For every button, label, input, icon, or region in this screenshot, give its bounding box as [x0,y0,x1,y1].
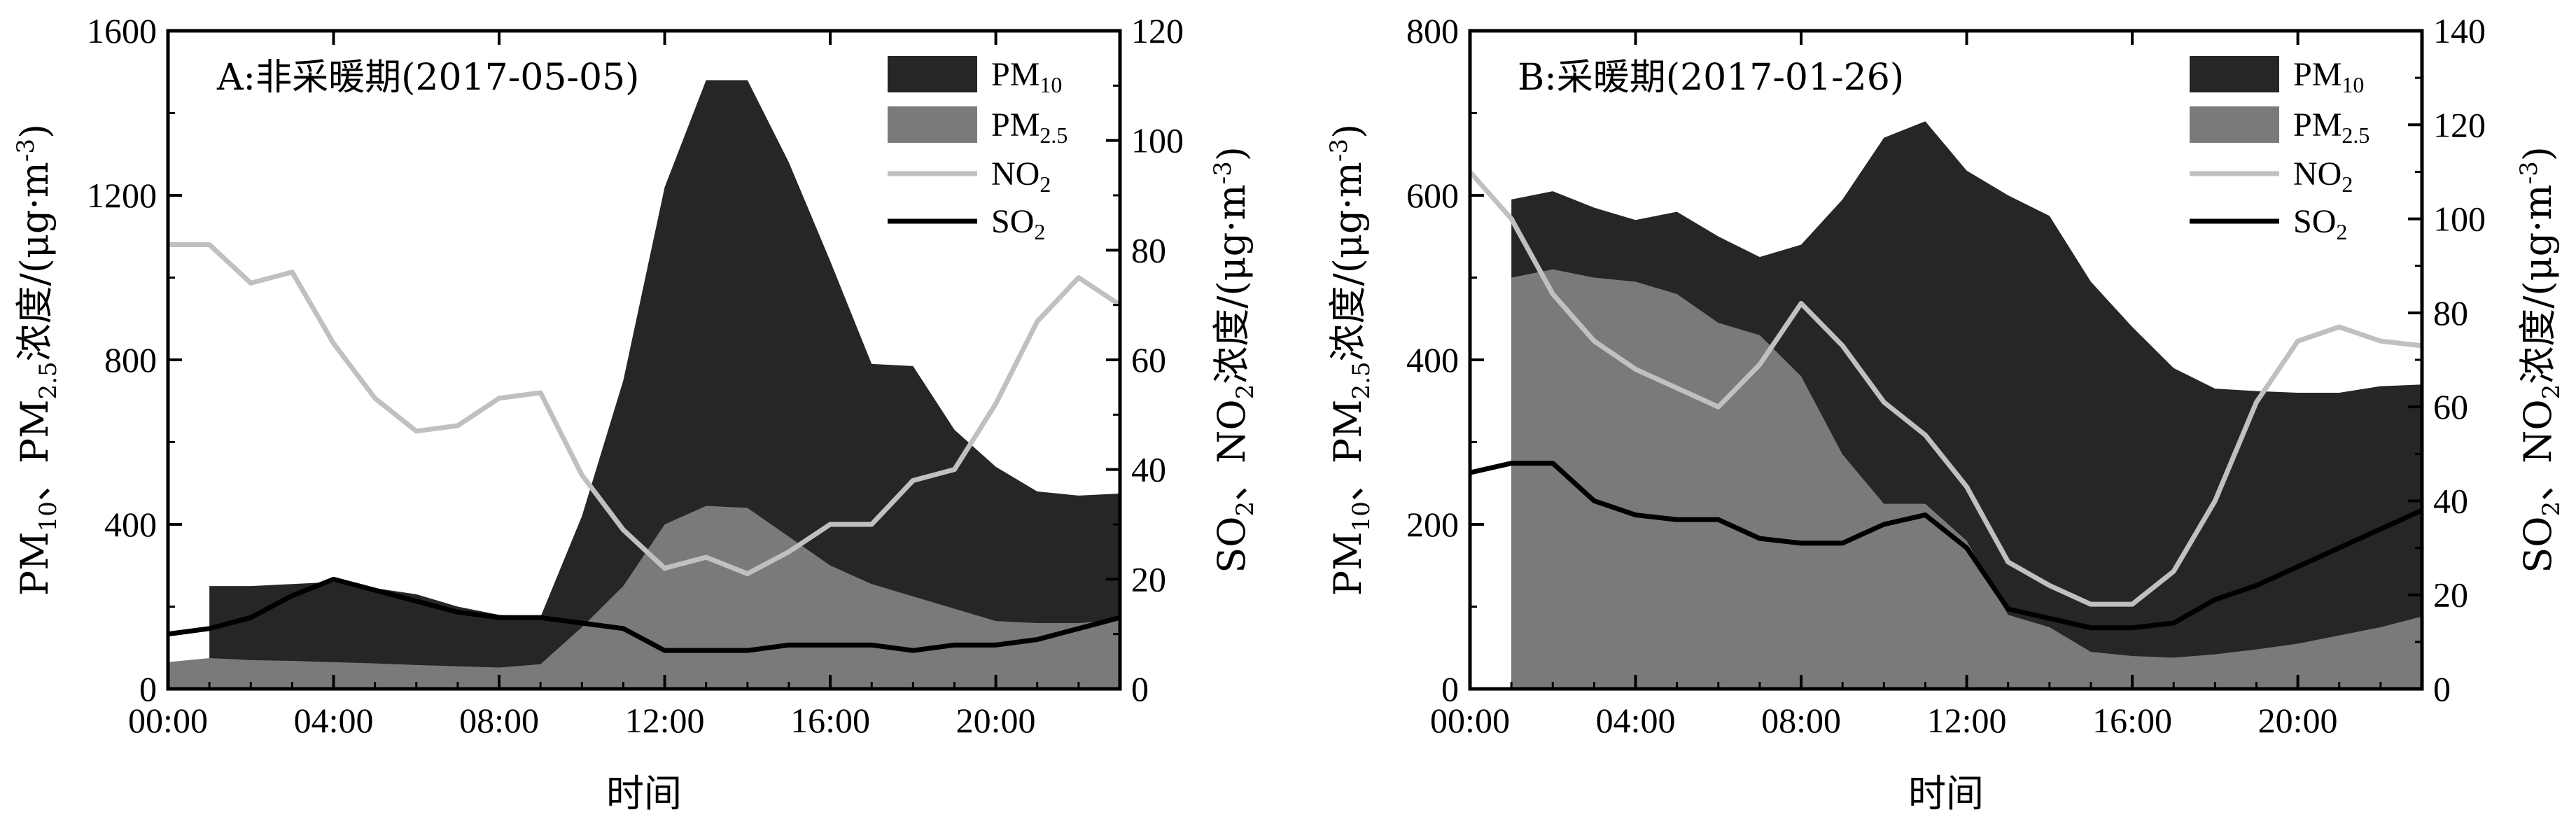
panel-b-legend-no2-label: NO2 [2293,155,2353,197]
panel-a-no2-line [168,242,1121,576]
panel-b-y-left-tick-label: 800 [1406,11,1459,50]
panel-a-y-right-tick-label: 40 [1131,450,1166,489]
panel-b-x-tick-label: 08:00 [1761,701,1841,740]
panel-b-so2-line [1469,461,2423,631]
panel-b-so2-layer [1469,461,2423,631]
panel-b-y-left-tick-label: 400 [1406,340,1459,379]
panel-a-x-tick-label: 16:00 [790,701,870,740]
panel-a-x-tick-label: 08:00 [459,701,539,740]
panel-b-y-right-tick-label: 40 [2433,481,2468,520]
panel-a-y-left-tick-label: 800 [104,340,157,379]
panel-a-pm10-area [209,80,1121,689]
panel-b-legend-pm25-label: PM2.5 [2293,106,2370,148]
panel-a-y-right-axis-title: SO2、NO2浓度/(μg·m-3) [1209,146,1259,573]
panel-a-x-tick-label: 20:00 [956,701,1036,740]
panel-b-pm25-area [1511,269,2422,689]
panel-a-legend-pm10-label: PM10 [991,56,1062,97]
panel-a-pm10-layer [209,80,1121,689]
panel-a-x-axis-title: 时间 [606,771,682,816]
panel-b-no2-line [1468,170,2423,607]
panel-a-legend-so2-label: SO2 [991,203,1045,244]
panel-b-y-right-tick-label: 100 [2433,200,2486,239]
panel-a-y-left-tick-label: 400 [104,505,157,544]
panel-b-y-left-tick-label: 600 [1406,176,1459,215]
panel-b-legend-pm25-swatch [2190,106,2279,143]
panel-a-legend-pm10-swatch [888,56,977,92]
panel-a-legend: PM10 PM2.5 NO2 SO2 [888,56,1068,244]
panel-b-x-tick-label: 20:00 [2258,701,2338,740]
panel-a-x-tick-label: 00:00 [128,701,208,740]
panel-b-y-left-axis-title: PM10、PM2.5浓度/(μg·m-3) [1325,124,1376,596]
panel-b-no2-layer [1468,170,2423,607]
panel-a-legend-pm25-swatch [888,106,977,143]
panel-a-x-tick-label: 12:00 [625,701,705,740]
panel-b: 00:00 04:00 08:00 12:00 16:00 20:00 020040060… [1325,11,2566,816]
panel-b-y-right-ticks: 0 20 40 60 80 100 120 140 [2408,11,2486,708]
panel-a-x-ticks: 00:00 04:00 08:00 12:00 16:00 20:00 [128,31,1080,740]
panel-b-y-left-tick-label: 200 [1406,505,1459,544]
panel-a-y-left-ticks: 0 400 800 1200 1600 [87,11,182,708]
panel-b-x-tick-label: 16:00 [2092,701,2172,740]
panel-a-pm25-area [168,505,1120,689]
panel-a-plot [167,80,1121,689]
panel-a-pm25-layer [168,505,1120,689]
panel-b-y-right-tick-label: 60 [2433,387,2468,426]
panel-b-title: B:采暖期(2017-01-26) [1518,57,1904,99]
panel-a: 00:00 04:00 08:00 12:00 16:00 20:00 040080012… [12,11,1259,816]
panel-b-x-tick-label: 04:00 [1596,701,1676,740]
panel-b-legend-so2-label: SO2 [2293,203,2347,244]
panel-b-x-ticks: 00:00 04:00 08:00 12:00 16:00 20:00 [1430,31,2382,740]
panel-b-y-right-tick-label: 20 [2433,575,2468,615]
panel-a-y-left-axis-title: PM10、PM2.5浓度/(μg·m-3) [12,124,62,596]
panel-a-y-left-tick-label: 1200 [87,176,157,215]
panel-a-y-right-tick-label: 0 [1131,669,1149,708]
panel-a-title: A:非采暖期(2017-05-05) [216,57,639,99]
panel-b-y-left-ticks: 0 200 400 600 800 [1406,11,1484,708]
panel-b-y-right-tick-label: 120 [2433,105,2486,144]
panel-b-x-axis-title: 时间 [1908,771,1984,816]
panel-b-legend-pm10-label: PM10 [2293,56,2364,97]
panel-a-legend-pm25-label: PM2.5 [991,106,1068,148]
panel-b-y-right-tick-label: 140 [2433,11,2486,50]
panel-b-y-right-axis-title: SO2、NO2浓度/(μg·m-3) [2515,146,2566,573]
panel-b-pm25-layer [1511,269,2422,689]
panel-b-y-left-tick-label: 0 [1441,669,1459,708]
panel-b-y-right-tick-label: 80 [2433,293,2468,333]
panel-a-x-tick-label: 04:00 [294,701,374,740]
panel-a-y-left-tick-label: 1600 [87,11,157,50]
panel-a-legend-no2-label: NO2 [991,155,1051,197]
panel-a-y-right-ticks: 0 20 40 60 80 100 120 [1106,11,1184,708]
panel-b-legend: PM10 PM2.5 NO2 SO2 [2190,56,2370,244]
panel-b-plot [1468,121,2423,689]
panel-b-y-right-tick-label: 0 [2433,669,2451,708]
panel-b-x-tick-label: 12:00 [1927,701,2007,740]
panel-b-legend-pm10-swatch [2190,56,2279,92]
panel-a-so2-line [167,576,1121,653]
panel-a-y-left-tick-label: 0 [139,669,157,708]
panel-a-no2-layer [168,242,1121,576]
panel-a-y-right-tick-label: 20 [1131,559,1166,599]
panel-a-y-right-tick-label: 120 [1131,11,1184,50]
panel-a-y-right-tick-label: 60 [1131,340,1166,379]
panel-a-so2-layer [167,576,1121,653]
panel-a-y-right-tick-label: 100 [1131,121,1184,160]
panel-a-y-right-tick-label: 80 [1131,230,1166,270]
panel-b-x-tick-label: 00:00 [1430,701,1510,740]
